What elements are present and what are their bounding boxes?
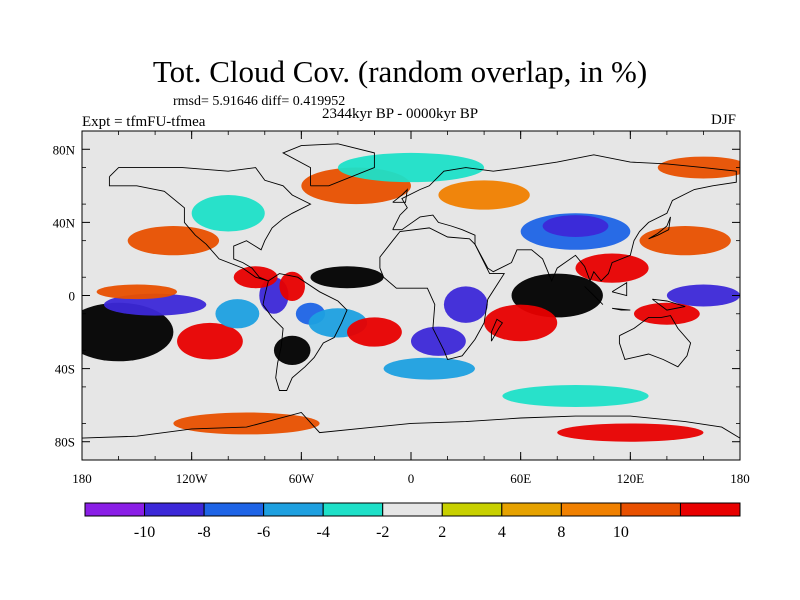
colorbar-swatch xyxy=(501,502,562,517)
lon-tick-label: 60W xyxy=(289,471,315,486)
lon-tick-label: 180 xyxy=(730,471,750,486)
anomaly-region xyxy=(666,284,740,307)
anomaly-region xyxy=(411,326,466,356)
map-axes: 180 120W 60W 0 60E 120E 180 80N 40N 0 40S 80S xyxy=(53,130,750,486)
colorbar-swatch xyxy=(679,502,741,517)
coastline xyxy=(490,318,504,342)
lat-tick-label: 80S xyxy=(55,435,75,450)
anomaly-region xyxy=(337,152,485,183)
coastline xyxy=(652,298,686,311)
anomaly-region xyxy=(639,226,731,256)
lon-tick-label: 120W xyxy=(176,471,209,486)
coastline xyxy=(648,216,671,240)
colorbar-label: -8 xyxy=(197,524,210,541)
coastline xyxy=(82,411,740,460)
coastline xyxy=(262,273,348,391)
lon-tick-label: 60E xyxy=(510,471,531,486)
anomaly-region xyxy=(96,284,178,300)
anomaly-region xyxy=(82,302,174,362)
colorbar-label: -4 xyxy=(317,524,330,541)
lon-tick-label: 120E xyxy=(617,471,645,486)
colorbar-label: 4 xyxy=(498,524,506,541)
lat-tick-label: 40S xyxy=(55,362,75,377)
colorbar-swatch xyxy=(441,502,503,517)
anomaly-region xyxy=(191,194,265,232)
anomaly-region xyxy=(127,226,220,256)
coastline xyxy=(108,167,312,282)
period-text: 2344kyr BP - 0000kyr BP xyxy=(322,106,479,122)
anomaly-region xyxy=(443,286,488,323)
map-field xyxy=(82,131,740,460)
lon-tick-label: 0 xyxy=(408,471,415,486)
lat-tick-label: 40N xyxy=(53,215,76,230)
coastline xyxy=(612,307,631,311)
map-title: Tot. Cloud Cov. (random overlap, in %) xyxy=(152,54,648,89)
anomaly-region xyxy=(82,140,192,159)
anomaly-region xyxy=(173,412,320,435)
anomaly-region xyxy=(502,385,649,407)
colorbar-label: 2 xyxy=(438,524,446,541)
stats-text: rmsd= 5.91646 diff= 0.419952 xyxy=(173,94,346,109)
season-label: DJF xyxy=(711,112,737,128)
lon-tick-label: 180 xyxy=(72,471,92,486)
coastline xyxy=(392,188,408,203)
anomaly-region xyxy=(438,180,530,210)
anomaly-region xyxy=(575,253,649,283)
colorbar: -10 -8 -6 -4 -2 2 4 8 10 xyxy=(84,502,741,541)
colorbar-swatch xyxy=(620,502,681,517)
colorbar-label: -2 xyxy=(376,524,389,541)
coastlines xyxy=(82,143,740,460)
anomaly-region xyxy=(347,317,402,347)
anomaly-region xyxy=(279,271,305,301)
coastline xyxy=(379,227,506,361)
anomaly-region xyxy=(383,357,475,380)
lat-tick-label: 80N xyxy=(53,142,76,157)
coastline xyxy=(611,281,628,297)
colorbar-label: 10 xyxy=(613,524,629,541)
anomaly-region xyxy=(103,293,207,316)
colorbar-label: -6 xyxy=(257,524,270,541)
colorbar-swatch xyxy=(84,502,146,517)
anomaly-region xyxy=(273,335,311,365)
coastline xyxy=(282,143,375,187)
map-background xyxy=(82,131,740,460)
lat-tick-label: 0 xyxy=(69,289,76,304)
colorbar-swatch xyxy=(382,502,443,517)
experiment-label: Expt = tfmFU-tfmea xyxy=(82,114,206,130)
anomaly-region xyxy=(215,299,260,329)
anomaly-region xyxy=(310,266,384,289)
anomaly-region xyxy=(177,322,243,360)
colorbar-swatch xyxy=(144,502,205,517)
coastline xyxy=(584,286,604,305)
colorbar-swatch xyxy=(560,502,622,517)
coastline xyxy=(618,315,692,368)
anomaly-region xyxy=(542,215,609,238)
colorbar-swatch xyxy=(203,502,265,517)
colorbar-label: -10 xyxy=(134,524,155,541)
anomaly-region xyxy=(633,302,700,325)
anomaly-region xyxy=(557,423,704,442)
colorbar-swatch xyxy=(322,502,384,517)
colorbar-swatch xyxy=(263,502,324,517)
anomaly-region xyxy=(484,304,558,342)
colorbar-label: 8 xyxy=(557,524,565,541)
